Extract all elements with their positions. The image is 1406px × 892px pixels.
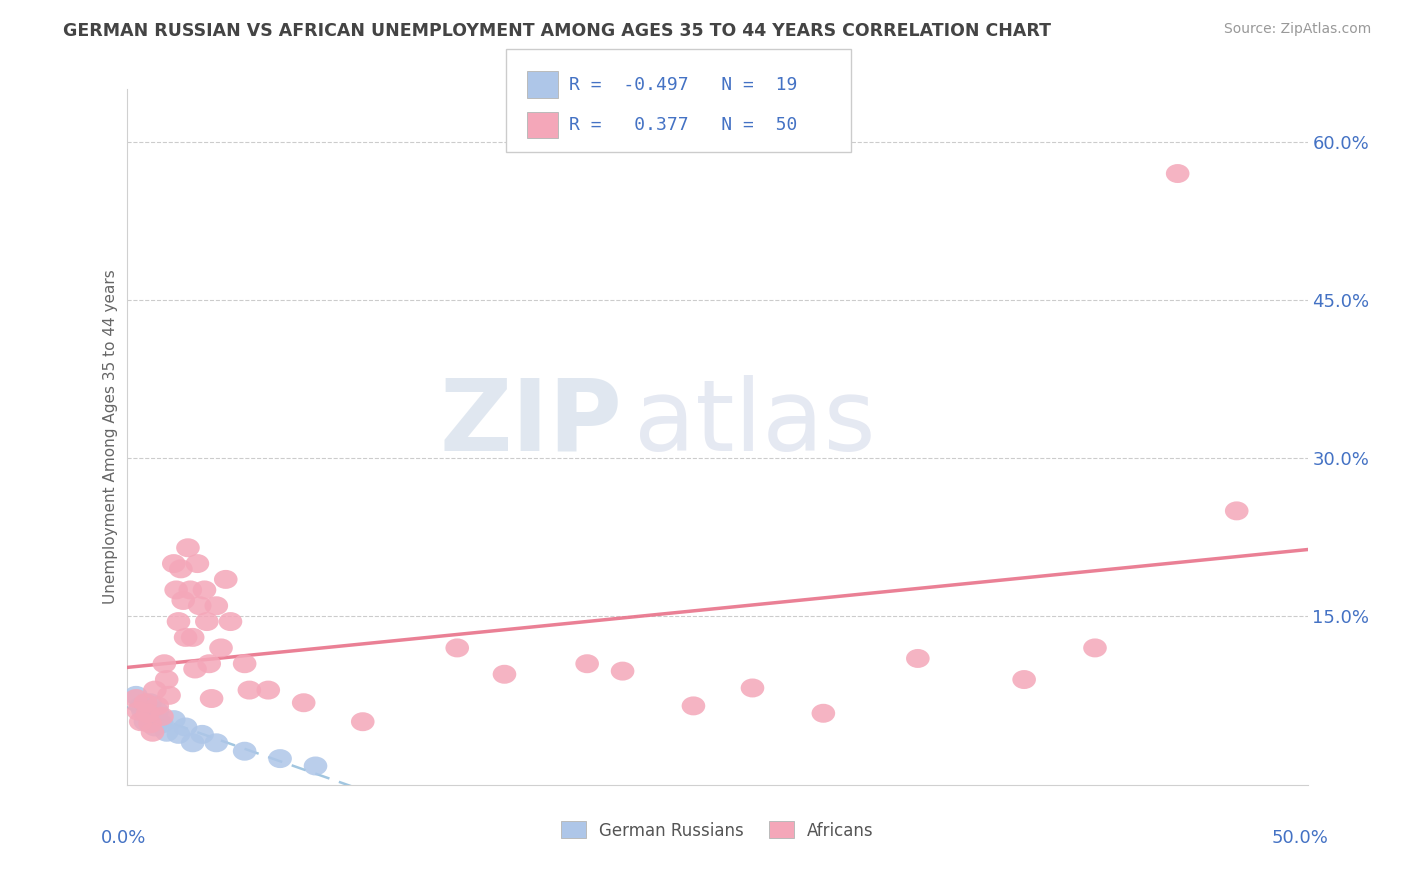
Ellipse shape (1166, 164, 1189, 183)
Ellipse shape (741, 679, 765, 698)
Ellipse shape (127, 702, 150, 721)
Ellipse shape (188, 596, 211, 615)
Ellipse shape (209, 639, 233, 657)
Ellipse shape (214, 570, 238, 589)
Ellipse shape (195, 612, 219, 631)
Ellipse shape (682, 697, 706, 715)
Text: 0.0%: 0.0% (101, 829, 146, 847)
Ellipse shape (905, 649, 929, 668)
Ellipse shape (446, 639, 470, 657)
Ellipse shape (238, 681, 262, 699)
Ellipse shape (304, 756, 328, 775)
Ellipse shape (165, 581, 188, 599)
Ellipse shape (204, 596, 228, 615)
Ellipse shape (150, 714, 174, 733)
Ellipse shape (181, 628, 204, 647)
Ellipse shape (1225, 501, 1249, 520)
Ellipse shape (204, 733, 228, 752)
Ellipse shape (233, 742, 256, 761)
Ellipse shape (181, 733, 204, 752)
Ellipse shape (492, 665, 516, 684)
Ellipse shape (138, 693, 162, 712)
Ellipse shape (176, 538, 200, 558)
Ellipse shape (145, 702, 169, 721)
Ellipse shape (1083, 639, 1107, 657)
Ellipse shape (152, 654, 176, 673)
Ellipse shape (143, 717, 167, 737)
Ellipse shape (183, 659, 207, 679)
Text: R =   0.377   N =  50: R = 0.377 N = 50 (569, 116, 797, 134)
Ellipse shape (179, 581, 202, 599)
Legend: German Russians, Africans: German Russians, Africans (554, 814, 880, 847)
Ellipse shape (256, 681, 280, 699)
Text: R =  -0.497   N =  19: R = -0.497 N = 19 (569, 76, 797, 94)
Ellipse shape (292, 693, 315, 712)
Ellipse shape (200, 689, 224, 708)
Ellipse shape (172, 591, 195, 610)
Ellipse shape (134, 712, 157, 731)
Ellipse shape (124, 686, 148, 705)
Ellipse shape (157, 686, 181, 705)
Ellipse shape (136, 704, 160, 723)
Ellipse shape (197, 654, 221, 673)
Ellipse shape (141, 707, 165, 726)
Ellipse shape (143, 681, 167, 699)
Ellipse shape (145, 697, 169, 715)
Ellipse shape (610, 662, 634, 681)
Ellipse shape (575, 654, 599, 673)
Ellipse shape (174, 628, 197, 647)
Y-axis label: Unemployment Among Ages 35 to 44 years: Unemployment Among Ages 35 to 44 years (103, 269, 118, 605)
Text: ZIP: ZIP (440, 375, 623, 472)
Ellipse shape (150, 707, 174, 726)
Ellipse shape (193, 581, 217, 599)
Ellipse shape (1012, 670, 1036, 689)
Ellipse shape (167, 725, 190, 744)
Ellipse shape (190, 725, 214, 744)
Ellipse shape (233, 654, 256, 673)
Ellipse shape (129, 697, 152, 715)
Ellipse shape (219, 612, 242, 631)
Text: 50.0%: 50.0% (1272, 829, 1329, 847)
Ellipse shape (134, 693, 157, 712)
Ellipse shape (124, 689, 148, 708)
Ellipse shape (155, 670, 179, 689)
Ellipse shape (174, 717, 197, 737)
Ellipse shape (352, 712, 374, 731)
Text: Source: ZipAtlas.com: Source: ZipAtlas.com (1223, 22, 1371, 37)
Ellipse shape (167, 612, 190, 631)
Ellipse shape (129, 712, 152, 731)
Ellipse shape (162, 554, 186, 573)
Text: GERMAN RUSSIAN VS AFRICAN UNEMPLOYMENT AMONG AGES 35 TO 44 YEARS CORRELATION CHA: GERMAN RUSSIAN VS AFRICAN UNEMPLOYMENT A… (63, 22, 1052, 40)
Ellipse shape (138, 714, 162, 733)
Ellipse shape (269, 749, 292, 768)
Ellipse shape (141, 723, 165, 742)
Ellipse shape (169, 559, 193, 578)
Ellipse shape (155, 723, 179, 742)
Ellipse shape (162, 710, 186, 729)
Text: atlas: atlas (634, 375, 876, 472)
Ellipse shape (131, 702, 155, 721)
Ellipse shape (811, 704, 835, 723)
Ellipse shape (186, 554, 209, 573)
